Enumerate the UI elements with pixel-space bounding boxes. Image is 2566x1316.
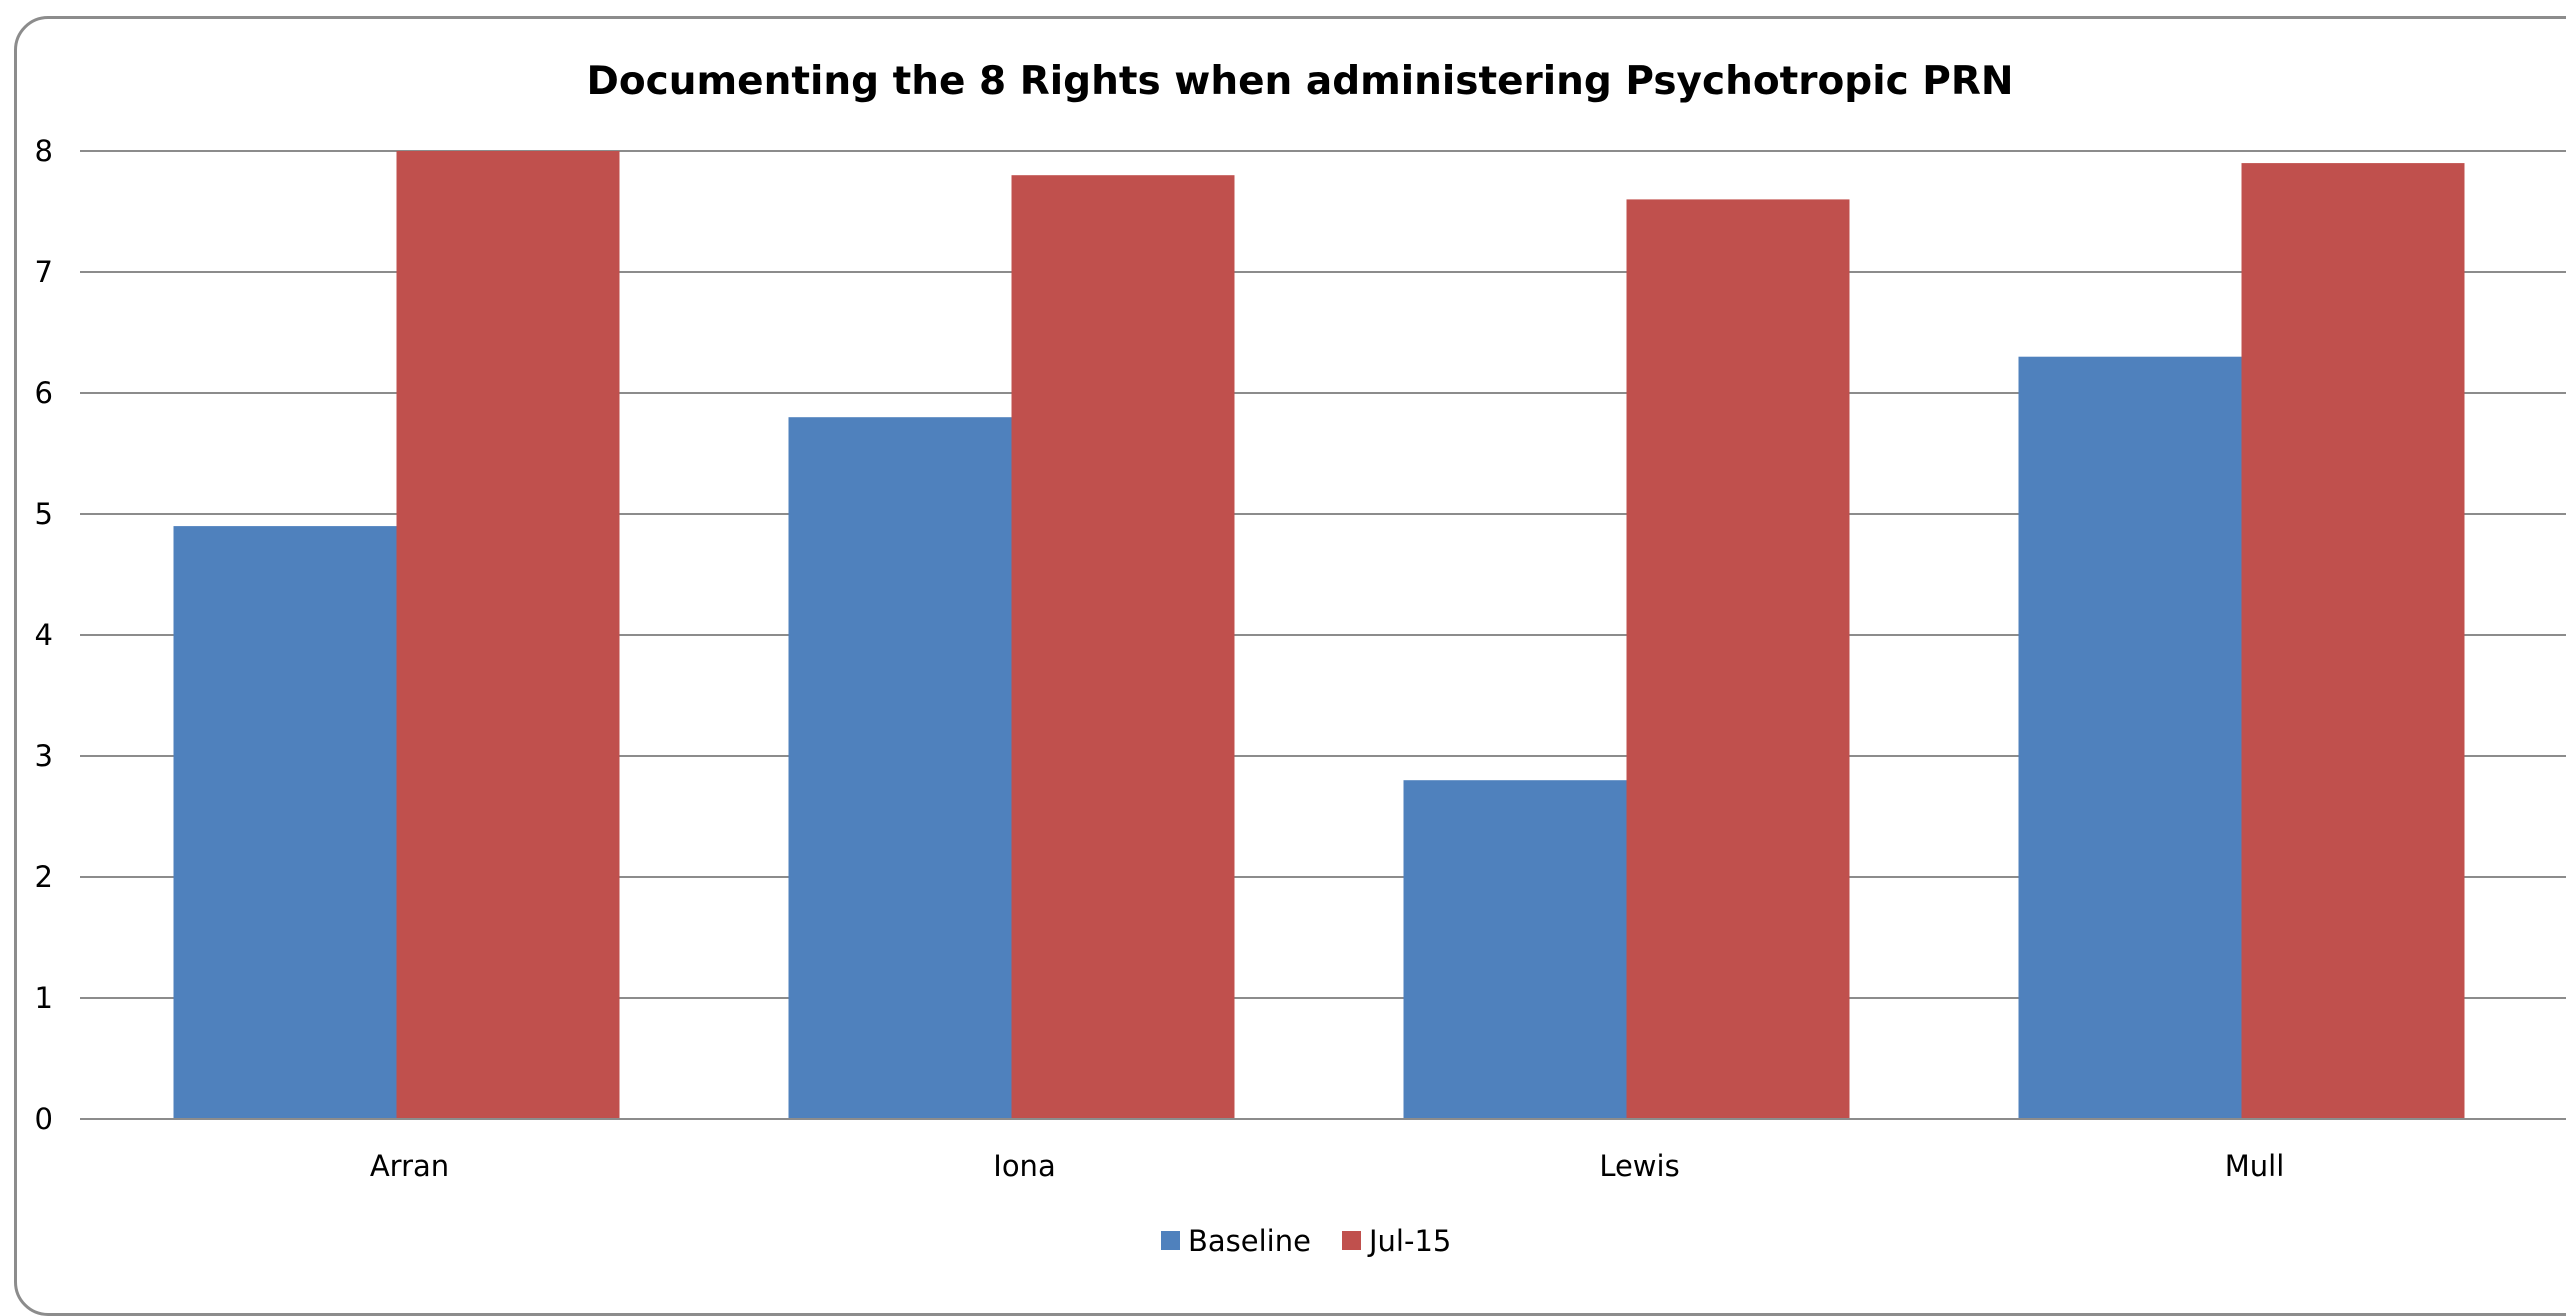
y-tick-label: 0 (35, 1102, 53, 1136)
chart-title: Documenting the 8 Rights when administer… (586, 59, 2013, 104)
bar-arran-baseline (173, 526, 397, 1119)
y-tick-label: 7 (35, 255, 53, 289)
legend-label: Baseline (1188, 1224, 1311, 1258)
bars (173, 151, 2465, 1120)
x-axis-ticks: Arran Iona Lewis Mull (370, 1149, 2284, 1183)
legend: Baseline Jul-15 (1161, 1224, 1451, 1258)
bar-chart: Documenting the 8 Rights when administer… (35, 59, 2566, 1258)
y-axis-ticks: 0 1 2 3 4 5 6 7 8 (35, 134, 53, 1136)
legend-swatch-jul-15 (1342, 1231, 1361, 1250)
y-tick-label: 2 (35, 860, 53, 894)
x-tick-label: Arran (370, 1149, 449, 1183)
bar-arran-jul-15 (396, 151, 620, 1119)
bar-lewis-jul-15 (1626, 199, 1850, 1119)
x-tick-label: Mull (2225, 1149, 2285, 1183)
x-tick-label: Iona (993, 1149, 1055, 1183)
bar-mull-baseline (2018, 356, 2242, 1119)
y-tick-label: 1 (35, 981, 53, 1015)
y-tick-label: 5 (35, 497, 53, 531)
y-tick-label: 6 (35, 376, 53, 410)
y-tick-label: 4 (35, 618, 53, 652)
legend-swatch-baseline (1161, 1231, 1180, 1250)
bar-lewis-baseline (1403, 780, 1627, 1119)
bar-iona-baseline (788, 417, 1012, 1119)
y-tick-label: 3 (35, 739, 53, 773)
y-tick-label: 8 (35, 134, 53, 168)
legend-label: Jul-15 (1367, 1224, 1451, 1258)
bar-iona-jul-15 (1011, 175, 1235, 1119)
x-tick-label: Lewis (1599, 1149, 1679, 1183)
bar-mull-jul-15 (2241, 163, 2465, 1120)
